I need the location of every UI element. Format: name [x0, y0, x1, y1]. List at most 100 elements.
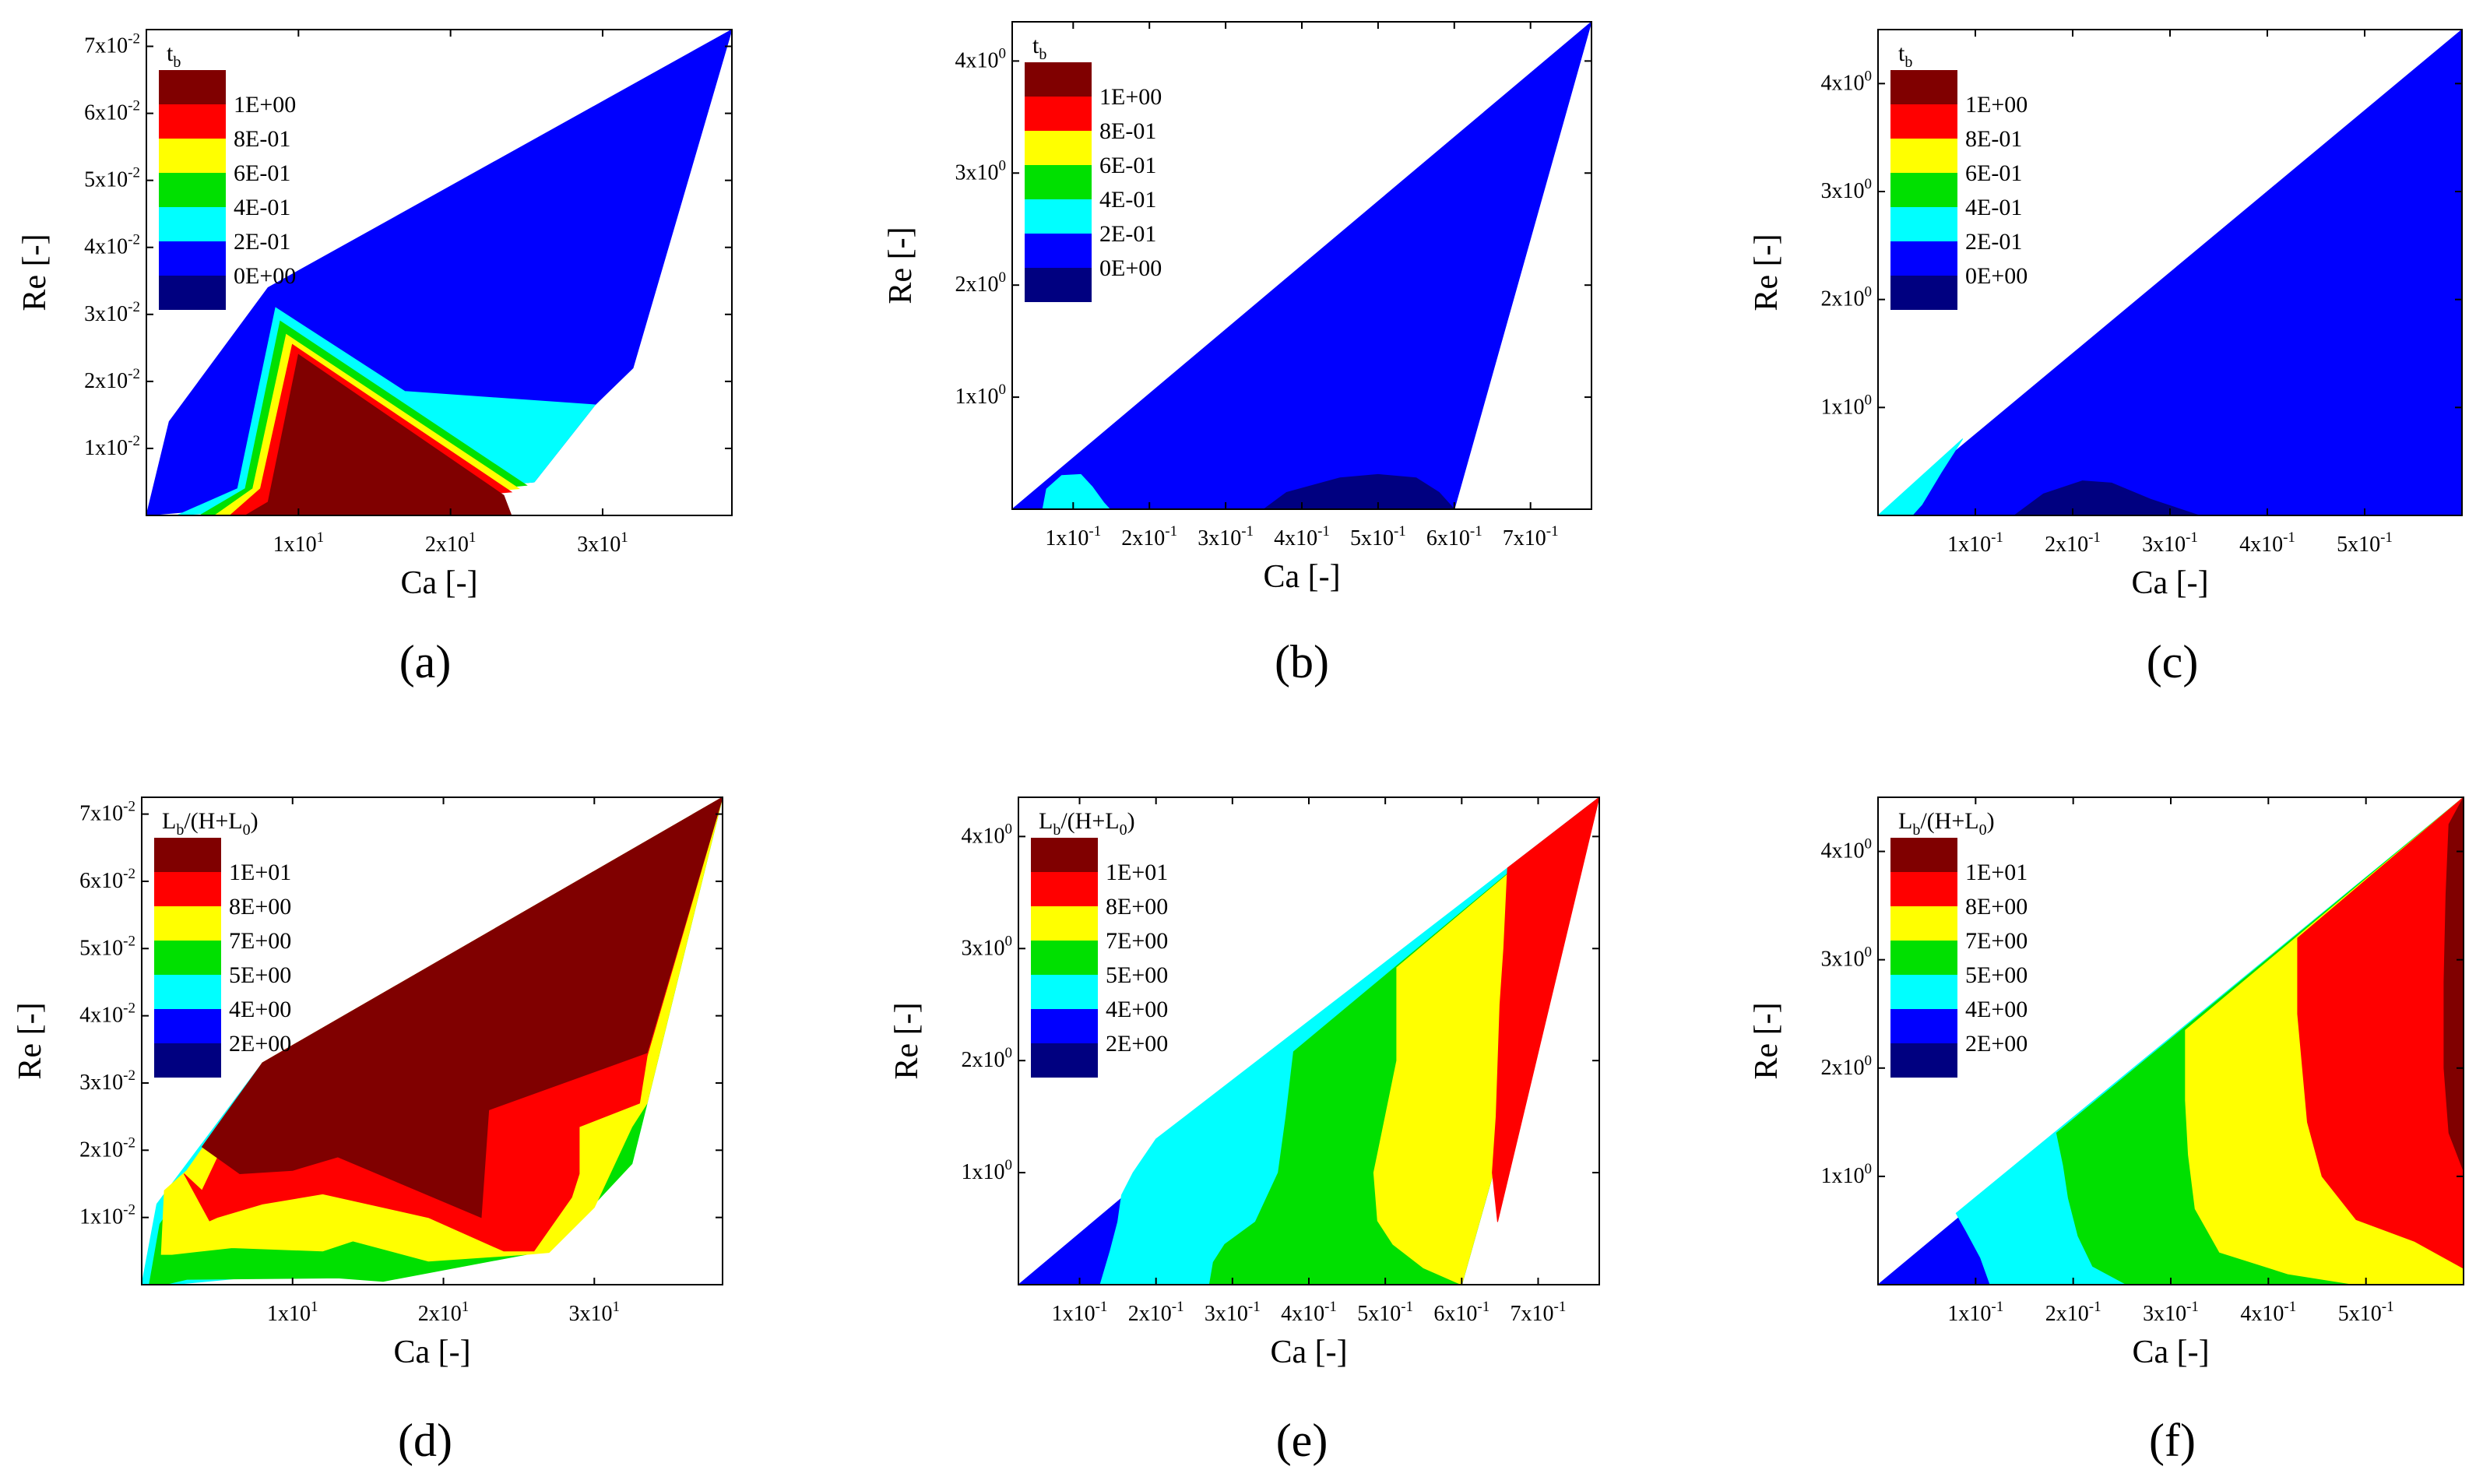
x-axis-label: Ca [-] [2131, 565, 2208, 601]
contour-region [2443, 797, 2464, 1172]
legend-label: 5E+00 [229, 962, 291, 988]
x-tick-label: 3x10-1 [1205, 1299, 1261, 1326]
y-tick-label: 2x100 [1821, 284, 1873, 311]
legend-title: tb [1032, 33, 1046, 63]
legend-title: Lb/(H+L0) [1898, 808, 1995, 839]
y-tick-label: 3x100 [955, 157, 1007, 185]
contour-region [2297, 797, 2464, 1269]
legend-title: Lb/(H+L0) [1039, 808, 1135, 839]
legend: Lb/(H+L0) 1E+01 8E+00 7E+00 5E+00 4E+00 2E+00 [1890, 808, 2028, 1078]
legend-swatch [1025, 62, 1092, 97]
x-tick-label: 1x10-1 [1947, 529, 2003, 557]
legend-swatch [1025, 199, 1092, 234]
y-tick-label: 2x100 [1821, 1053, 1873, 1080]
legend-swatch [1031, 1009, 1098, 1043]
legend-swatch [1890, 104, 1957, 139]
legend: Lb/(H+L0) 1E+01 8E+00 7E+00 5E+00 4E+00 2E+00 [1031, 808, 1168, 1078]
legend-swatch [159, 207, 226, 241]
panel-e: 1x10-1 2x10-1 3x10-1 4x10-1 5x10-1 6x10-1 7x10… [889, 797, 1600, 1466]
legend-swatch [1890, 906, 1957, 941]
x-axis-label: Ca [-] [400, 565, 477, 601]
x-tick-label: 2x101 [425, 529, 477, 557]
legend-label: 1E+00 [234, 92, 296, 118]
legend-label: 8E+00 [229, 894, 291, 920]
legend-label: 2E-01 [234, 229, 290, 255]
y-tick-label: 1x100 [955, 382, 1007, 409]
x-tick-label: 5x10-1 [1350, 523, 1406, 550]
legend-swatch [1890, 70, 1957, 104]
legend-swatch [154, 1009, 221, 1043]
legend-swatch [159, 104, 226, 139]
panel-caption: (b) [1275, 636, 1329, 687]
legend-label: 0E+00 [1965, 263, 2028, 289]
legend-swatch [1031, 838, 1098, 872]
legend-swatch [154, 906, 221, 941]
legend-swatch [1890, 975, 1957, 1009]
x-tick-label: 3x101 [569, 1299, 621, 1326]
y-axis-label: Re [-] [12, 1002, 48, 1079]
x-tick-label: 1x10-1 [1045, 523, 1101, 550]
x-tick-label: 6x10-1 [1426, 523, 1482, 550]
legend-label: 7E+00 [229, 928, 291, 954]
legend-swatch [1031, 906, 1098, 941]
legend-swatch [1890, 173, 1957, 207]
y-tick-label: 1x10-2 [79, 1202, 135, 1229]
legend-label: 0E+00 [1099, 255, 1162, 281]
legend-label: 2E+00 [229, 1031, 291, 1057]
legend-swatch [1890, 1009, 1957, 1043]
legend-swatch [154, 1043, 221, 1078]
legend-label: 4E+00 [229, 997, 291, 1022]
x-tick-label: 2x10-1 [2045, 1299, 2101, 1326]
legend-label: 6E-01 [1965, 160, 2022, 186]
legend-swatch [1025, 131, 1092, 165]
legend-swatch [154, 838, 221, 872]
y-tick-label: 2x100 [962, 1045, 1013, 1072]
legend-label: 4E-01 [234, 195, 290, 220]
y-tick-label: 6x10-2 [79, 866, 135, 893]
legend-swatch [154, 975, 221, 1009]
legend-label: 8E+00 [1965, 894, 2028, 920]
y-axis-label: Re [-] [17, 234, 53, 311]
x-axis-label: Ca [-] [1270, 1335, 1347, 1370]
contour-region [1878, 438, 1964, 515]
y-tick-label: 1x100 [962, 1157, 1013, 1184]
legend-swatch [154, 872, 221, 906]
legend-swatch [159, 173, 226, 207]
x-tick-label: 2x10-1 [1128, 1299, 1184, 1326]
legend-label: 0E+00 [234, 263, 296, 289]
y-tick-label: 4x10-2 [79, 1000, 135, 1028]
legend-swatch [154, 941, 221, 975]
x-tick-label: 4x10-1 [2239, 529, 2295, 557]
legend-label: 8E-01 [1099, 118, 1156, 144]
y-tick-label: 5x10-2 [79, 933, 135, 960]
legend-title: Lb/(H+L0) [162, 808, 259, 839]
contour-regions [146, 30, 732, 515]
x-tick-label: 5x10-1 [2337, 529, 2393, 557]
panel-c: 1x10-1 2x10-1 3x10-1 4x10-1 5x10-1 1x100 2x100… [1749, 29, 2463, 687]
y-tick-label: 2x10-2 [84, 366, 140, 393]
y-axis-label: Re [-] [883, 227, 919, 304]
panel-caption: (e) [1276, 1415, 1328, 1466]
y-axis-label: Re [-] [1749, 1002, 1785, 1079]
x-tick-label: 2x10-1 [1121, 523, 1177, 550]
contour-region [201, 797, 723, 1218]
legend-label: 5E+00 [1965, 962, 2028, 988]
legend-swatch [1025, 97, 1092, 131]
contour-region [1042, 473, 1110, 509]
y-tick-label: 4x100 [955, 45, 1007, 72]
legend-label: 4E+00 [1106, 997, 1168, 1022]
contour-regions [1018, 797, 1599, 1285]
y-axis-label: Re [-] [889, 1002, 925, 1079]
legend: tb 1E+00 8E-01 6E-01 4E-01 2E-01 0E+00 [1890, 40, 2028, 310]
x-tick-label: 3x10-1 [1198, 523, 1254, 550]
x-tick-label: 3x101 [577, 529, 628, 557]
x-tick-label: 1x101 [273, 529, 325, 557]
legend: tb 1E+00 8E-01 6E-01 4E-01 2E-01 0E+00 [159, 40, 296, 310]
legend: Lb/(H+L0) 1E+01 8E+00 7E+00 5E+00 4E+00 2E+00 [154, 808, 291, 1078]
x-tick-label: 4x10-1 [2240, 1299, 2296, 1326]
legend-title: tb [167, 40, 181, 71]
legend-label: 7E+00 [1965, 928, 2028, 954]
contour-region [2014, 480, 2200, 515]
x-tick-label: 6x10-1 [1433, 1299, 1489, 1326]
